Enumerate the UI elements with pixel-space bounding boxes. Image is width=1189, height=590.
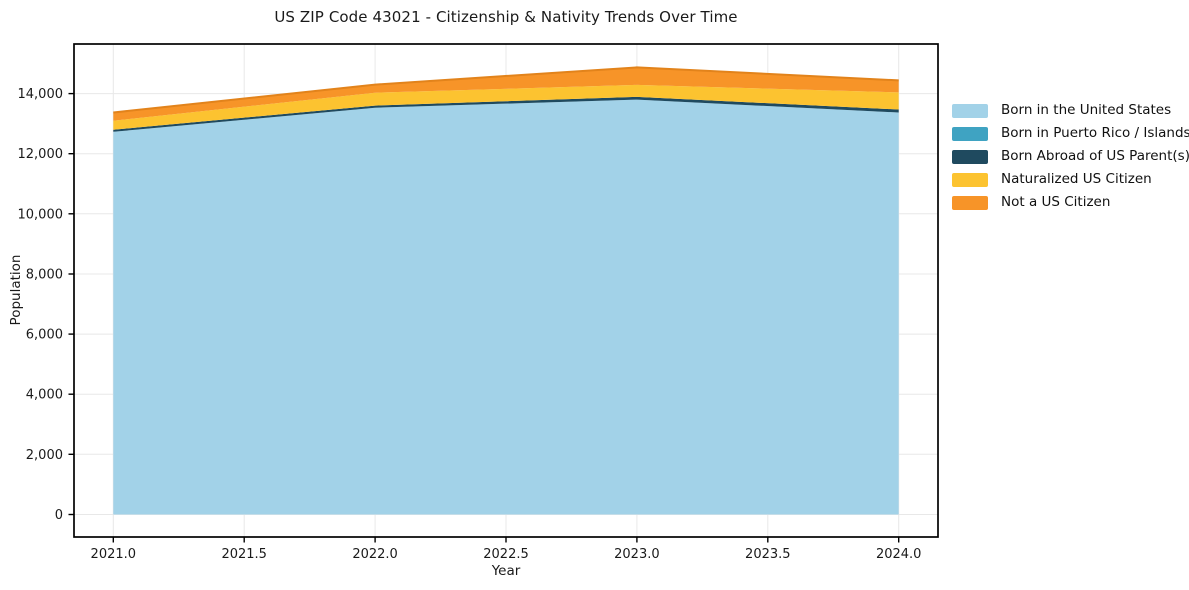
legend-item: Born in Puerto Rico / Islands — [952, 125, 1189, 141]
legend-label: Not a US Citizen — [1001, 194, 1111, 210]
area-top-edge — [113, 66, 899, 114]
legend-label: Born in Puerto Rico / Islands — [1001, 125, 1189, 141]
chart-title: US ZIP Code 43021 - Citizenship & Nativi… — [274, 8, 738, 26]
y-tick-label: 14,000 — [18, 87, 64, 102]
x-tick-label: 2021.5 — [221, 547, 267, 562]
y-tick-label: 10,000 — [18, 207, 64, 222]
legend-swatch — [952, 104, 988, 118]
legend-swatch — [952, 196, 988, 210]
y-tick-label: 0 — [55, 508, 63, 523]
y-tick-label: 8,000 — [26, 268, 63, 283]
legend-item: Not a US Citizen — [952, 194, 1189, 210]
y-tick-label: 6,000 — [26, 328, 63, 343]
legend-swatch — [952, 173, 988, 187]
area-series-1 — [113, 99, 899, 515]
area-series-4 — [113, 84, 899, 130]
y-axis-label: Population — [8, 254, 24, 326]
x-tick-label: 2022.5 — [483, 547, 529, 562]
legend: Born in the United States Born in Puerto … — [952, 102, 1189, 210]
y-tick-label: 12,000 — [18, 147, 64, 162]
legend-label: Born in the United States — [1001, 102, 1172, 118]
legend-label: Naturalized US Citizen — [1001, 171, 1152, 187]
y-tick-label: 4,000 — [26, 388, 63, 403]
y-tick-label: 2,000 — [26, 448, 63, 463]
legend-swatch — [952, 127, 988, 141]
legend-swatch — [952, 150, 988, 164]
legend-item: Born Abroad of US Parent(s) — [952, 148, 1189, 164]
legend-item: Born in the United States — [952, 102, 1189, 118]
x-tick-label: 2023.0 — [614, 547, 660, 562]
x-tick-label: 2024.0 — [876, 547, 922, 562]
area-series-5 — [113, 67, 899, 121]
legend-item: Naturalized US Citizen — [952, 171, 1189, 187]
x-axis-label: Year — [491, 563, 521, 579]
legend-label: Born Abroad of US Parent(s) — [1001, 148, 1189, 164]
x-tick-label: 2023.5 — [745, 547, 791, 562]
x-tick-label: 2022.0 — [352, 547, 398, 562]
x-tick-label: 2021.0 — [91, 547, 137, 562]
